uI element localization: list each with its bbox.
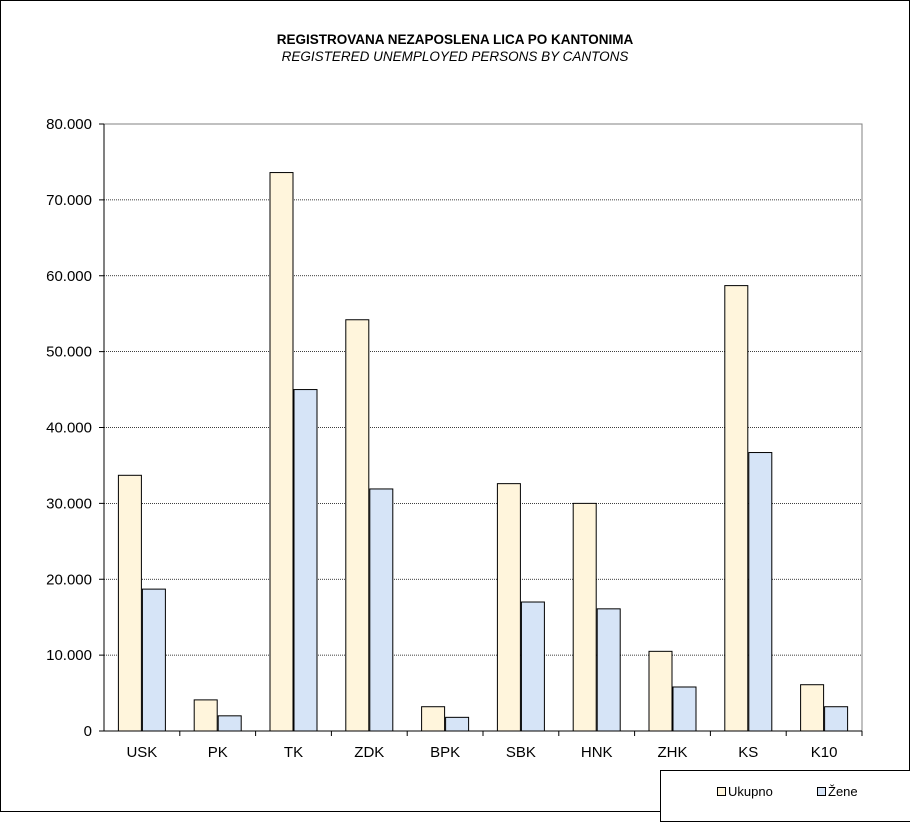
- x-tick-label: BPK: [430, 744, 460, 761]
- y-tick-label: 50.000: [46, 344, 92, 361]
- x-tick-label: TK: [284, 744, 303, 761]
- legend-swatch-zene: [817, 787, 826, 796]
- x-tick-label: USK: [126, 744, 157, 761]
- x-tick-label: ZDK: [354, 744, 384, 761]
- chart-subtitle: REGISTERED UNEMPLOYED PERSONS BY CANTONS: [281, 49, 629, 64]
- legend-label-ukupno: Ukupno: [728, 784, 773, 799]
- bar--ene-sbk: [520, 601, 545, 732]
- bar-ukupno-zhk: [648, 650, 673, 732]
- y-tick-label: 0: [84, 723, 92, 740]
- axes: [99, 123, 863, 736]
- legend-label-zene: Žene: [828, 784, 858, 799]
- bar--ene-hnk: [596, 608, 621, 732]
- x-tick-label: PK: [208, 744, 228, 761]
- y-tick-label: 40.000: [46, 420, 92, 437]
- y-tick-label: 70.000: [46, 192, 92, 209]
- x-tick-label: SBK: [506, 744, 536, 761]
- x-tick-label: KS: [738, 744, 758, 761]
- bar--ene-ks: [748, 452, 773, 732]
- legend-swatch-ukupno: [717, 787, 726, 796]
- bar--ene-k10: [824, 706, 849, 732]
- bars: [117, 172, 849, 732]
- bar-ukupno-hnk: [572, 502, 597, 732]
- y-tick-label: 30.000: [46, 495, 92, 512]
- chart-title: REGISTROVANA NEZAPOSLENA LICA PO KANTONI…: [276, 32, 634, 47]
- bar-ukupno-usk: [117, 474, 142, 732]
- x-tick-label: K10: [811, 744, 838, 761]
- bar--ene-usk: [141, 588, 166, 732]
- bar-ukupno-sbk: [496, 483, 521, 732]
- bar-ukupno-bpk: [421, 706, 446, 732]
- bar--ene-bpk: [445, 716, 470, 732]
- bar--ene-pk: [217, 715, 242, 732]
- y-tick-label: 60.000: [46, 268, 92, 285]
- y-tick-label: 10.000: [46, 647, 92, 664]
- bar-ukupno-k10: [800, 684, 825, 732]
- x-tick-label: HNK: [581, 744, 613, 761]
- bar-ukupno-zdk: [345, 319, 370, 732]
- bar--ene-zhk: [672, 686, 697, 732]
- bar--ene-tk: [293, 389, 318, 732]
- bar--ene-zdk: [369, 488, 394, 732]
- bar-ukupno-pk: [193, 699, 218, 732]
- y-tick-label: 20.000: [46, 571, 92, 588]
- legend-item-zene: Žene: [817, 784, 858, 799]
- bar-ukupno-tk: [269, 172, 294, 732]
- x-tick-label: ZHK: [658, 744, 688, 761]
- bar-ukupno-ks: [724, 285, 749, 732]
- y-tick-label: 80.000: [46, 116, 92, 133]
- axis-labels: 0 10.000 20.000 30.000 40.000 50.000 60.000 70.…: [46, 116, 837, 761]
- legend: Ukupno Žene: [660, 770, 910, 822]
- legend-item-ukupno: Ukupno: [717, 784, 773, 799]
